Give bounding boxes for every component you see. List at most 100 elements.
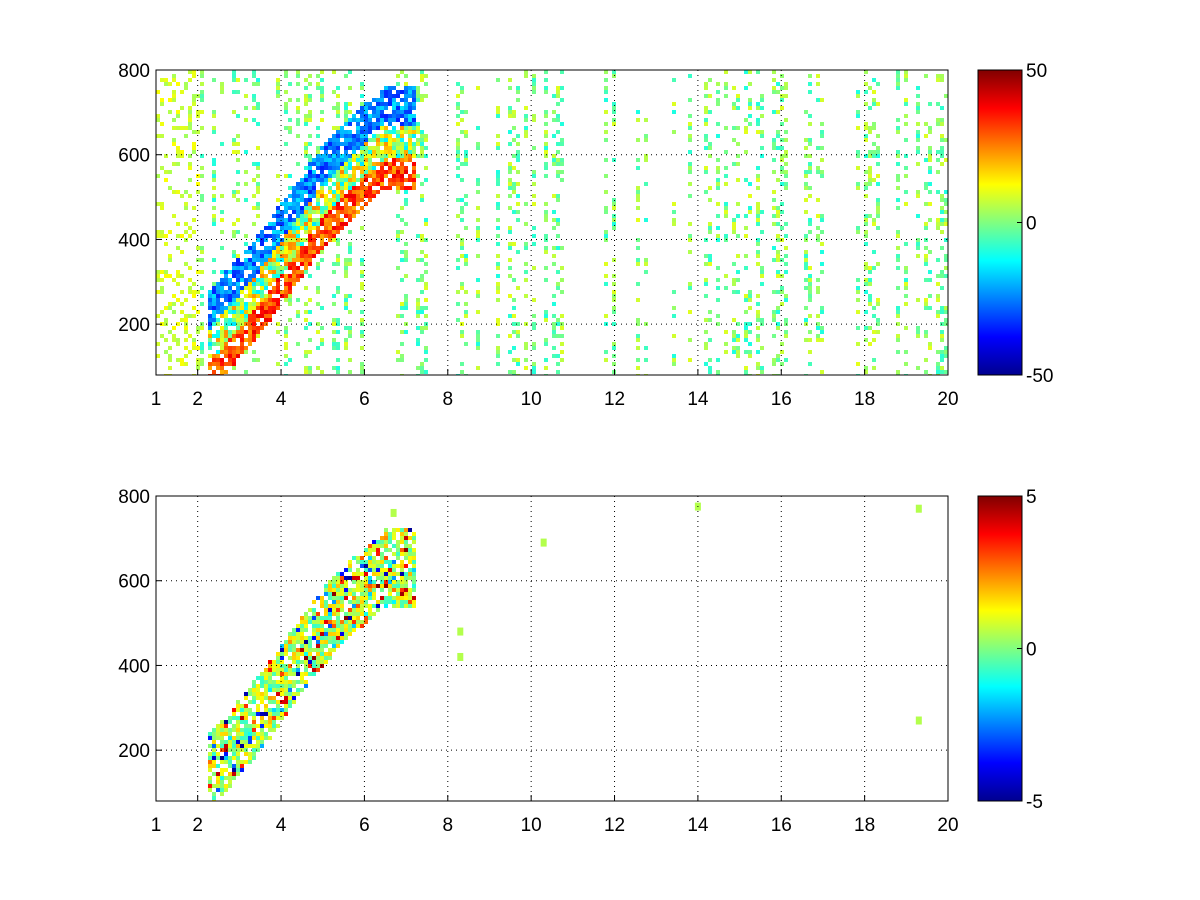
heatmap-cell (344, 628, 348, 632)
heatmap-cell (928, 126, 932, 130)
heatmap-cell (252, 700, 256, 704)
heatmap-cell (612, 346, 616, 350)
heatmap-cell (416, 306, 420, 310)
heatmap-cell (260, 720, 264, 724)
heatmap-cell (360, 580, 364, 584)
heatmap-cell (560, 138, 564, 142)
heatmap-cell (212, 126, 216, 130)
heatmap-cell (180, 126, 184, 130)
heatmap-cell (612, 282, 616, 286)
heatmap-cell (516, 90, 520, 94)
heatmap-cell (896, 150, 900, 154)
heatmap-cell (188, 114, 192, 118)
heatmap-cell (400, 218, 404, 222)
heatmap-cell (320, 166, 324, 170)
heatmap-cell (416, 90, 420, 94)
heatmap-cell (404, 146, 408, 150)
heatmap-cell (168, 354, 172, 358)
heatmap-cell (272, 724, 276, 728)
heatmap-cell (176, 150, 180, 154)
heatmap-cell (876, 330, 880, 334)
x-tick-label: 6 (359, 389, 370, 410)
heatmap-cell (904, 74, 908, 78)
heatmap-cell (420, 142, 424, 146)
heatmap-cell (292, 254, 296, 258)
heatmap-cell (612, 290, 616, 294)
heatmap-cell (288, 668, 292, 672)
heatmap-cell (292, 258, 296, 262)
heatmap-cell (464, 130, 468, 134)
heatmap-cell (496, 254, 500, 258)
heatmap-cell (364, 596, 368, 600)
heatmap-cell (196, 190, 200, 194)
heatmap-cell (404, 202, 408, 206)
heatmap-cell (228, 310, 232, 314)
heatmap-cell (704, 190, 708, 194)
heatmap-cell (304, 226, 308, 230)
heatmap-cell (168, 254, 172, 258)
heatmap-cell (776, 258, 780, 262)
heatmap-cell (736, 94, 740, 98)
heatmap-cell (224, 720, 228, 724)
heatmap-cell (184, 326, 188, 330)
heatmap-cell (236, 190, 240, 194)
heatmap-cell (416, 126, 420, 130)
heatmap-cell (772, 78, 776, 82)
heatmap-cell (264, 680, 268, 684)
heatmap-cell (276, 680, 280, 684)
heatmap-cell (316, 250, 320, 254)
heatmap-cell (820, 146, 824, 150)
heatmap-cell (240, 704, 244, 708)
heatmap-cell (196, 330, 200, 334)
heatmap-cell (424, 166, 428, 170)
heatmap-cell (236, 282, 240, 286)
heatmap-cell (360, 162, 364, 166)
heatmap-cell (268, 676, 272, 680)
heatmap-cell (276, 86, 280, 90)
heatmap-cell (304, 668, 308, 672)
heatmap-cell (256, 270, 260, 274)
heatmap-cell (688, 250, 692, 254)
heatmap-cell (748, 106, 752, 110)
heatmap-cell (340, 178, 344, 182)
heatmap-cell (392, 106, 396, 110)
heatmap-cell (332, 322, 336, 326)
heatmap-cell (296, 310, 300, 314)
heatmap-cell (388, 170, 392, 174)
heatmap-cell (496, 334, 500, 338)
heatmap-cell (688, 122, 692, 126)
heatmap-cell (236, 182, 240, 186)
heatmap-cell (456, 146, 460, 150)
colorbar-tick-label: 5 (1026, 487, 1037, 508)
heatmap-cell (284, 218, 288, 222)
heatmap-cell (248, 262, 252, 266)
heatmap-cell (464, 134, 468, 138)
heatmap-cell (196, 246, 200, 250)
heatmap-cell (784, 174, 788, 178)
heatmap-cell (760, 114, 764, 118)
heatmap-cell (176, 270, 180, 274)
heatmap-cell (300, 636, 304, 640)
heatmap-cell (340, 190, 344, 194)
heatmap-cell (756, 250, 760, 254)
heatmap-cell (544, 162, 548, 166)
heatmap-cell (272, 302, 276, 306)
heatmap-cell (336, 162, 340, 166)
heatmap-cell (212, 784, 216, 788)
heatmap-cell (168, 98, 172, 102)
heatmap-cell (872, 250, 876, 254)
heatmap-cell (304, 684, 308, 688)
heatmap-cell (248, 290, 252, 294)
heatmap-cell (496, 194, 500, 198)
heatmap-cell (176, 358, 180, 362)
heatmap-cell (940, 74, 944, 78)
heatmap-cell (276, 258, 280, 262)
heatmap-cell (240, 266, 244, 270)
heatmap-cell (864, 102, 868, 106)
heatmap-cell (232, 254, 236, 258)
heatmap-cell (672, 102, 676, 106)
heatmap-cell (688, 310, 692, 314)
heatmap-cell (332, 608, 336, 612)
heatmap-cell (532, 202, 536, 206)
